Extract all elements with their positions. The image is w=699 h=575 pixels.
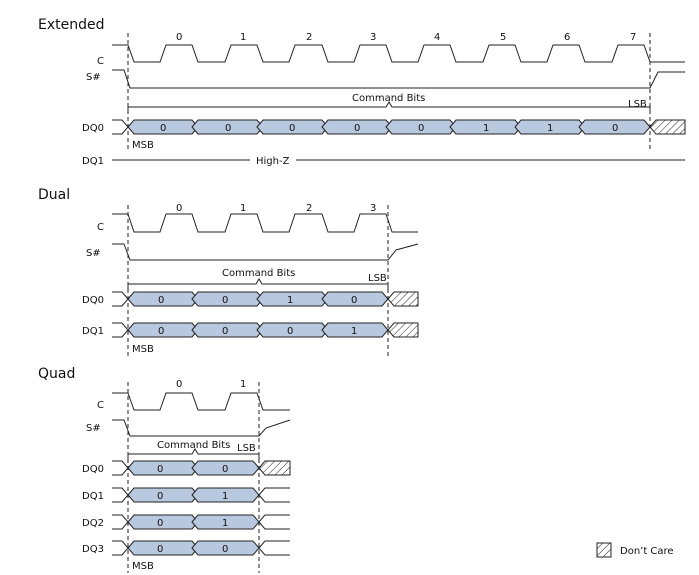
clock-labels: 0 1 [176,379,246,390]
bit-value: 1 [287,295,293,306]
bit-value: 0 [418,123,424,134]
bit-value: 0 [222,544,228,555]
signal-label-select: S# [86,423,101,434]
bit-value: 1 [483,123,489,134]
clock-label: 2 [306,32,312,43]
clock-labels: 0 1 2 3 4 5 6 7 [176,32,636,43]
dont-care-region [387,291,419,307]
dont-care-region [649,119,686,135]
lane-label-dq3: DQ3 [82,544,104,555]
legend: Don’t Care [596,542,674,558]
bit-value: 1 [547,123,553,134]
bit-value: 1 [222,518,228,529]
signal-label-clock: C [97,56,104,67]
clock-label: 3 [370,32,376,43]
high-z-label: High-Z [256,156,290,167]
command-bits-label: Command Bits [352,93,425,104]
lane-label-dq1: DQ1 [82,326,104,337]
section-title: Extended [38,17,105,33]
signal-label-clock: C [97,400,104,411]
section-title: Dual [38,187,70,203]
dont-care-region [258,460,291,476]
signal-label-select: S# [86,72,101,83]
bit-value: 1 [351,326,357,337]
lane-entry [112,514,129,530]
clock-label: 1 [240,203,246,214]
clock-label: 3 [370,203,376,214]
lane-label-dq0: DQ0 [82,123,104,134]
legend-label: Don’t Care [620,546,674,557]
clock-label: 2 [306,203,312,214]
bit-value: 0 [158,295,164,306]
bit-value: 0 [222,464,228,475]
clock-label: 1 [240,32,246,43]
clock-label: 0 [176,203,182,214]
bit-value: 0 [287,326,293,337]
bit-cells: 0 0 1 0 [127,291,389,307]
dont-care-swatch [596,542,612,558]
bit-value: 0 [289,123,295,134]
lane-exit [258,540,290,556]
bit-value: 0 [157,518,163,529]
lane-entry [112,291,129,307]
clock-label: 5 [500,32,506,43]
msb-label: MSB [132,140,154,151]
bit-value: 0 [158,326,164,337]
lane-entry [112,540,129,556]
bit-value: 0 [354,123,360,134]
signal-label-select: S# [86,248,101,259]
bit-value: 0 [225,123,231,134]
bit-value: 0 [612,123,618,134]
msb-label: MSB [132,344,154,355]
bit-value: 0 [157,491,163,502]
bit-value: 0 [222,295,228,306]
select-waveform [112,419,291,437]
bit-value: 0 [157,544,163,555]
select-waveform [112,69,685,89]
section-extended: Extended C 0 1 2 3 4 5 6 7 S# Command Bi… [38,17,686,167]
section-title: Quad [38,366,75,382]
clock-waveform [112,44,685,63]
lane-exit [258,514,290,530]
msb-label: MSB [132,561,154,572]
select-waveform [112,243,419,261]
bit-value: 1 [222,491,228,502]
lane-entry [112,322,129,338]
lane-label-dq0: DQ0 [82,464,104,475]
lane-label-dq1: DQ1 [82,156,104,167]
command-bits-label: Command Bits [222,268,295,279]
bit-value: 0 [222,326,228,337]
clock-label: 0 [176,32,182,43]
section-dual: Dual C 0 1 2 3 S# Command Bits LSB DQ0 0… [38,187,419,356]
clock-label: 0 [176,379,182,390]
lane-label-dq0: DQ0 [82,295,104,306]
section-quad: Quad C 0 1 S# Command Bits LSB DQ0 0 0 D… [38,366,291,573]
clock-label: 4 [434,32,440,43]
lane-entry [112,487,129,503]
clock-label: 6 [564,32,570,43]
dont-care-region [387,322,419,338]
lane-entry [112,119,129,135]
lsb-label: LSB [628,99,647,110]
command-bits-label: Command Bits [157,440,230,451]
clock-label: 7 [630,32,636,43]
lane-label-dq1: DQ1 [82,491,104,502]
clock-waveform [112,392,290,411]
clock-labels: 0 1 2 3 [176,203,376,214]
bit-cells: 0 0 0 0 0 1 1 0 [127,119,651,135]
lane-entry [112,460,129,476]
clock-waveform [112,213,418,233]
bit-value: 0 [160,123,166,134]
lane-label-dq2: DQ2 [82,518,104,529]
bit-value: 0 [157,464,163,475]
bit-cells: 0 0 0 1 [127,322,389,338]
clock-label: 1 [240,379,246,390]
lane-exit [258,487,290,503]
lsb-label: LSB [237,443,256,454]
signal-label-clock: C [97,222,104,233]
command-bits-brace [127,278,389,290]
lsb-label: LSB [368,273,387,284]
bit-value: 0 [351,295,357,306]
